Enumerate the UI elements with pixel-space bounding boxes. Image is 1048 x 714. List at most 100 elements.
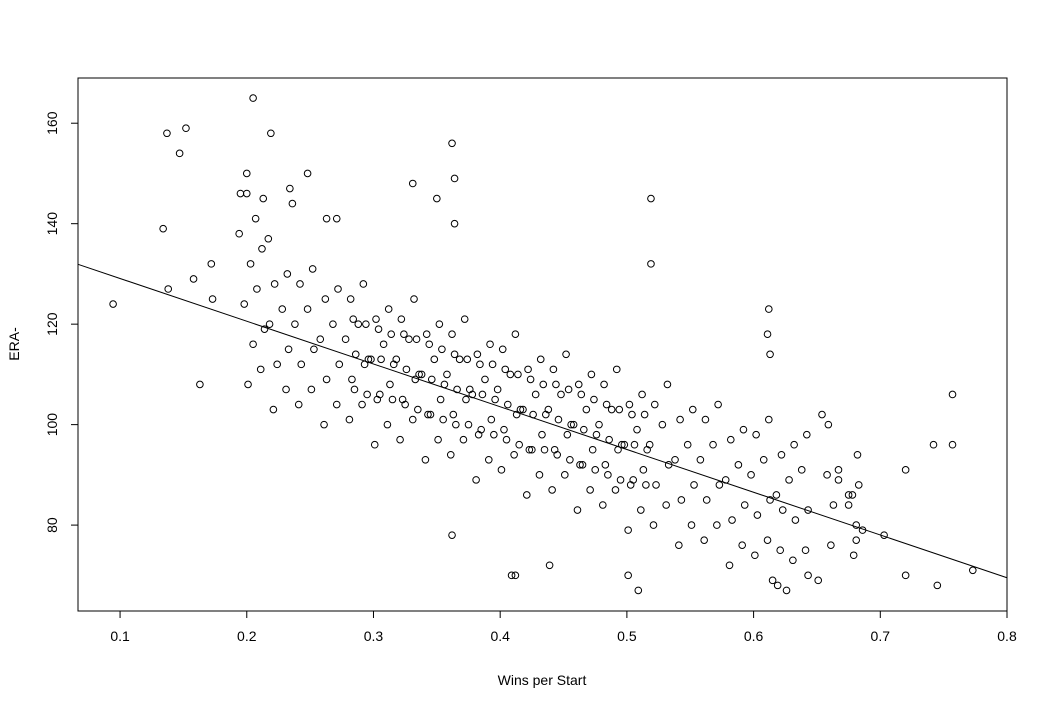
data-point <box>459 435 468 444</box>
data-point <box>968 566 977 575</box>
data-point <box>159 224 167 233</box>
data-point <box>410 295 418 303</box>
data-point <box>510 450 518 459</box>
data-point <box>307 385 316 394</box>
data-point <box>303 305 312 313</box>
data-point <box>829 501 838 509</box>
x-tick-label: 0.4 <box>490 628 510 644</box>
data-point <box>638 390 646 399</box>
data-point <box>683 440 692 449</box>
data-point <box>901 571 910 580</box>
data-point <box>554 415 563 424</box>
data-point <box>448 330 456 339</box>
data-point <box>753 511 762 519</box>
data-point <box>567 420 575 429</box>
data-point <box>701 415 710 424</box>
data-point <box>370 440 379 449</box>
data-point <box>643 445 651 454</box>
data-point <box>772 491 781 499</box>
data-point <box>502 435 511 444</box>
data-point <box>249 94 257 102</box>
data-point <box>303 169 312 178</box>
data-point <box>852 536 861 544</box>
data-point <box>417 370 426 379</box>
data-point <box>740 501 749 509</box>
data-point <box>615 405 624 414</box>
data-point <box>402 365 411 374</box>
data-point <box>734 461 743 469</box>
data-point <box>647 194 655 203</box>
data-point <box>714 400 722 409</box>
data-point <box>449 410 458 419</box>
data-point <box>709 440 717 449</box>
data-point <box>777 450 786 459</box>
data-point <box>640 410 649 419</box>
data-point <box>700 536 708 544</box>
y-tick-label: 100 <box>44 413 60 437</box>
y-axis-label: ERA- <box>6 327 22 361</box>
data-point <box>284 345 293 354</box>
data-point <box>536 355 545 364</box>
data-point <box>341 335 350 344</box>
y-tick-label: 120 <box>44 312 60 336</box>
data-point <box>321 295 330 303</box>
data-point <box>642 481 650 489</box>
data-point <box>424 410 432 419</box>
data-point <box>929 440 938 449</box>
data-point <box>844 501 853 509</box>
data-point <box>747 471 755 479</box>
data-point <box>763 330 772 339</box>
data-point <box>599 501 607 509</box>
data-point <box>182 124 190 133</box>
data-point <box>605 435 613 444</box>
x-tick-label: 0.2 <box>237 628 257 644</box>
data-point <box>316 335 325 344</box>
data-point <box>189 275 198 283</box>
data-point <box>396 435 404 444</box>
data-point <box>507 571 516 580</box>
data-point <box>540 445 549 454</box>
data-point <box>652 481 660 489</box>
data-point <box>493 385 502 394</box>
data-point <box>834 476 843 484</box>
data-point <box>624 526 632 534</box>
data-point <box>576 461 584 469</box>
data-point <box>354 320 363 328</box>
data-point <box>244 380 252 389</box>
data-point <box>487 415 496 424</box>
data-point <box>335 360 344 369</box>
data-point <box>383 420 392 429</box>
data-point <box>677 496 686 504</box>
data-point <box>249 340 257 349</box>
data-point <box>625 400 634 409</box>
data-point <box>506 370 515 379</box>
data-point <box>713 521 721 529</box>
data-point <box>562 350 570 359</box>
data-point <box>630 440 639 449</box>
data-point <box>175 149 184 158</box>
x-tick-label: 0.8 <box>997 628 1017 644</box>
data-point <box>616 476 625 484</box>
data-point <box>400 330 408 339</box>
data-point <box>766 496 774 504</box>
data-point <box>848 491 857 499</box>
data-point <box>528 445 536 454</box>
data-point <box>196 380 204 389</box>
data-point <box>844 491 853 499</box>
data-point <box>834 466 843 474</box>
data-point <box>516 405 525 414</box>
data-point <box>574 380 583 389</box>
data-point <box>535 471 544 479</box>
data-point <box>412 335 421 344</box>
data-point <box>764 415 773 424</box>
data-point <box>588 445 597 454</box>
data-point <box>688 405 697 414</box>
data-point <box>497 466 506 474</box>
data-point <box>531 390 540 399</box>
data-point <box>827 541 835 549</box>
data-point <box>500 425 508 434</box>
data-point <box>486 340 494 349</box>
data-point <box>415 370 423 379</box>
data-point <box>633 425 641 434</box>
